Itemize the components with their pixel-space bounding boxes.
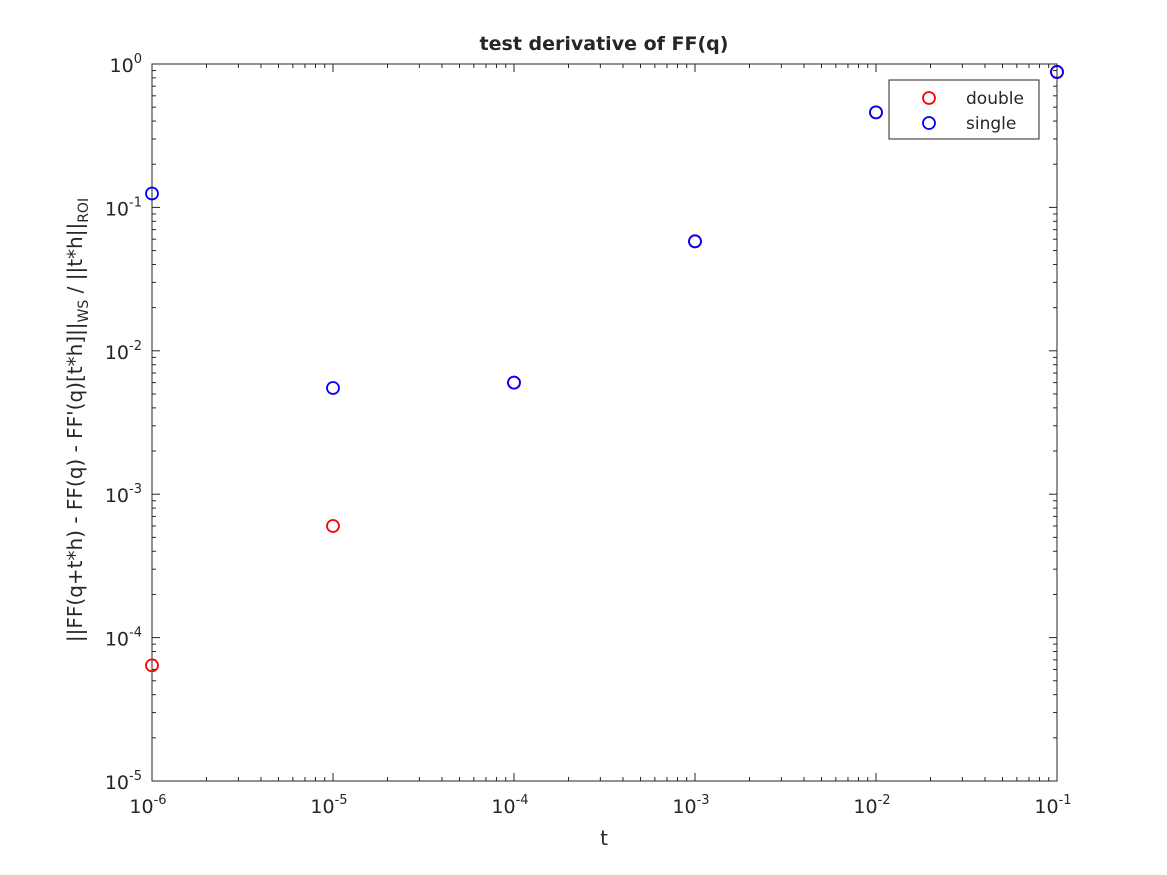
x-tick-label: 10-6	[129, 793, 166, 818]
x-tick-label: 10-5	[310, 793, 347, 818]
y-tick-label-exponent: -4	[129, 626, 142, 641]
legend-marker-single	[922, 116, 936, 130]
x-tick-label-exponent: -1	[1059, 793, 1072, 808]
data-point-double	[145, 658, 159, 673]
x-tick-label-exponent: -5	[335, 793, 348, 808]
legend-box	[888, 79, 1040, 140]
y-tick-label-base: 10	[110, 55, 134, 77]
x-tick-labels: 10-6 10-5 10-4 10-3 10-2 10-1	[129, 793, 1071, 818]
x-tick-label-base: 10	[129, 796, 153, 818]
y-axis-label: ||FF(q+t*h) - FF(q) - FF'(q)[t*h]||WS / …	[63, 198, 92, 642]
y-tick-label-base: 10	[105, 198, 129, 220]
y-tick-label: 10-1	[105, 195, 142, 220]
chart-title: test derivative of FF(q)	[480, 33, 729, 55]
y-tick-label: 10-5	[105, 769, 142, 794]
x-tick-label-base: 10	[672, 796, 696, 818]
legend-marker-double	[922, 91, 936, 105]
data-point-single	[688, 234, 702, 249]
y-tick-label: 10-2	[105, 339, 142, 364]
x-tick-label-base: 10	[310, 796, 334, 818]
y-tick-label-base: 10	[105, 772, 129, 794]
y-tick-label-exponent: -2	[129, 339, 142, 354]
data-point-double	[326, 519, 340, 533]
legend-label-single: single	[966, 114, 1016, 134]
x-tick-label-exponent: -6	[154, 793, 167, 808]
axis-ticks	[151, 63, 1058, 782]
plot-area	[151, 63, 1058, 782]
y-axis-label-sub2: ROI	[76, 198, 92, 223]
data-point-single	[1050, 65, 1064, 79]
data-point-single	[326, 381, 340, 395]
legend-label-double: double	[966, 89, 1024, 109]
y-tick-label-exponent: -1	[129, 195, 142, 210]
legend: double single	[888, 79, 1040, 140]
x-axis-label: t	[600, 826, 608, 850]
data-point-single	[869, 105, 883, 120]
data-markers	[145, 65, 1064, 673]
y-tick-label-exponent: -3	[129, 482, 142, 497]
x-tick-label-base: 10	[491, 796, 515, 818]
y-tick-label-exponent: -5	[129, 769, 142, 784]
x-tick-label: 10-1	[1034, 793, 1071, 818]
y-tick-label-base: 10	[105, 485, 129, 507]
y-tick-label: 10-3	[105, 482, 142, 507]
y-tick-label: 10-4	[105, 626, 142, 651]
y-tick-label-exponent: 0	[134, 52, 142, 67]
x-tick-label-base: 10	[853, 796, 877, 818]
y-tick-label: 100	[110, 52, 142, 77]
x-tick-label-exponent: -4	[516, 793, 529, 808]
y-axis-label-mid: / ||t*h||	[63, 223, 87, 300]
y-axis-label-sub1: WS	[76, 300, 92, 323]
data-point-single	[507, 375, 521, 390]
y-tick-label-base: 10	[105, 342, 129, 364]
x-tick-label: 10-2	[853, 793, 890, 818]
x-tick-label: 10-3	[672, 793, 709, 818]
x-tick-label-exponent: -2	[878, 793, 891, 808]
x-tick-label-base: 10	[1034, 796, 1058, 818]
x-tick-label-exponent: -3	[697, 793, 710, 808]
y-tick-label-base: 10	[105, 629, 129, 651]
x-tick-label: 10-4	[491, 793, 528, 818]
data-point-single	[145, 186, 159, 201]
y-axis-label-main: ||FF(q+t*h) - FF(q) - FF'(q)[t*h]||	[63, 322, 87, 642]
